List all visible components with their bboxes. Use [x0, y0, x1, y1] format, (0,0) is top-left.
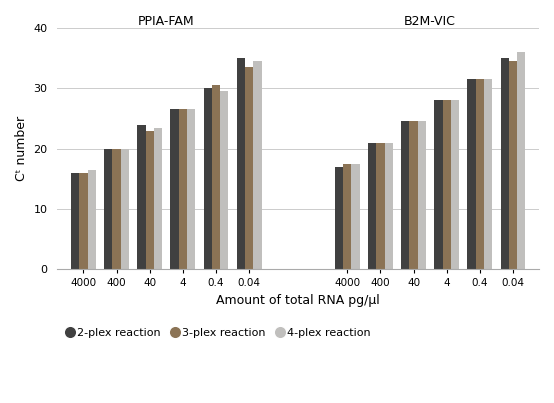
Bar	[418, 121, 426, 269]
Bar	[245, 67, 253, 269]
Text: PPIA-FAM: PPIA-FAM	[138, 15, 194, 28]
Bar	[146, 131, 154, 269]
X-axis label: Amount of total RNA pg/μl: Amount of total RNA pg/μl	[216, 294, 380, 307]
Text: B2M-VIC: B2M-VIC	[404, 15, 456, 28]
Bar	[343, 164, 351, 269]
Bar	[484, 79, 493, 269]
Bar	[104, 149, 112, 269]
Bar	[253, 61, 261, 269]
Bar	[501, 58, 509, 269]
Bar	[351, 164, 360, 269]
Bar	[451, 100, 459, 269]
Bar	[154, 127, 162, 269]
Bar	[179, 110, 187, 269]
Bar	[212, 85, 220, 269]
Bar	[476, 79, 484, 269]
Bar	[401, 121, 409, 269]
Bar	[468, 79, 476, 269]
Bar	[368, 143, 376, 269]
Bar	[121, 149, 129, 269]
Bar	[88, 170, 96, 269]
Bar	[220, 91, 228, 269]
Bar	[443, 100, 451, 269]
Bar	[237, 58, 245, 269]
Bar	[509, 61, 517, 269]
Bar	[409, 121, 418, 269]
Bar	[71, 173, 79, 269]
Bar	[434, 100, 443, 269]
Bar	[376, 143, 384, 269]
Bar	[335, 167, 343, 269]
Legend: 2-plex reaction, 3-plex reaction, 4-plex reaction: 2-plex reaction, 3-plex reaction, 4-plex…	[63, 323, 375, 342]
Y-axis label: Cᵗ number: Cᵗ number	[15, 116, 28, 181]
Bar	[187, 110, 195, 269]
Bar	[203, 88, 212, 269]
Bar	[517, 52, 525, 269]
Bar	[112, 149, 121, 269]
Bar	[79, 173, 88, 269]
Bar	[384, 143, 393, 269]
Bar	[137, 125, 146, 269]
Bar	[171, 110, 179, 269]
